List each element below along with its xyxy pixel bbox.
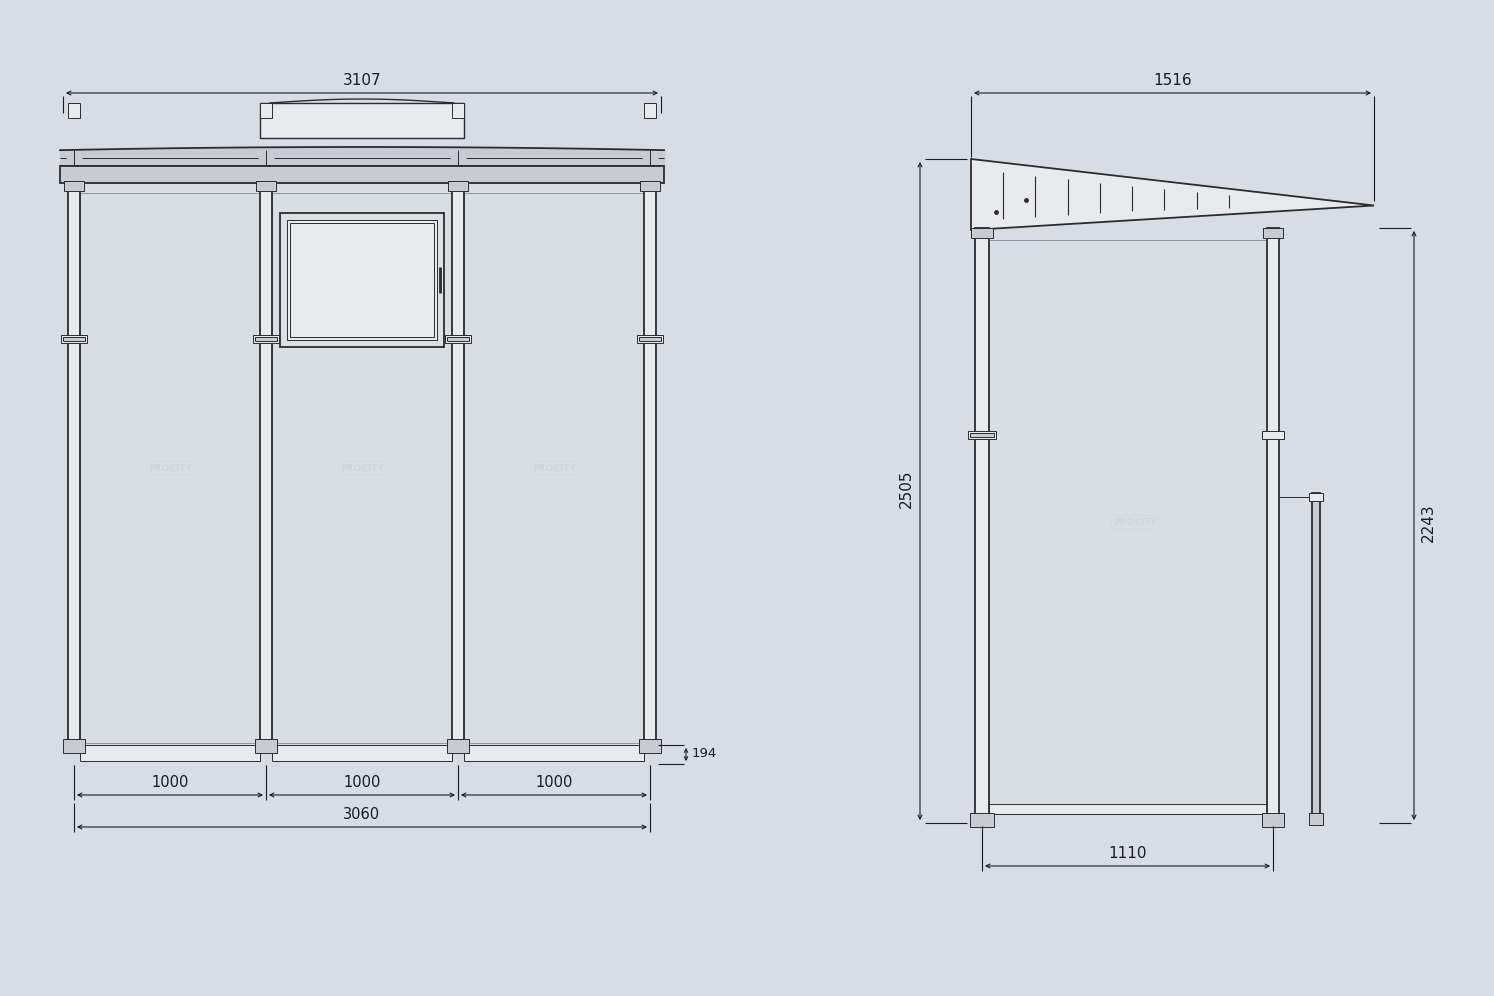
Bar	[1262, 430, 1283, 438]
Text: 1000: 1000	[151, 775, 188, 790]
Bar	[81, 193, 260, 743]
Bar	[290, 223, 433, 337]
Bar	[61, 335, 87, 343]
Text: 2505: 2505	[898, 469, 913, 508]
Bar	[639, 739, 660, 753]
Bar	[260, 181, 272, 745]
Bar	[453, 103, 465, 118]
Bar	[287, 220, 438, 340]
Bar	[63, 739, 85, 753]
Bar	[272, 745, 453, 761]
Text: PROCITY: PROCITY	[341, 463, 384, 472]
Bar	[639, 181, 660, 191]
Bar	[69, 181, 81, 745]
Bar	[272, 193, 453, 743]
Bar	[447, 739, 469, 753]
Bar	[260, 103, 272, 118]
Bar	[989, 804, 1267, 814]
Text: 1000: 1000	[535, 775, 572, 790]
Bar	[1309, 493, 1324, 501]
Bar	[970, 432, 994, 436]
Text: 1000: 1000	[344, 775, 381, 790]
Bar	[1309, 813, 1324, 825]
Bar	[81, 745, 260, 761]
Bar	[976, 228, 989, 818]
Bar	[453, 181, 465, 745]
Bar	[989, 240, 1267, 804]
Polygon shape	[971, 159, 1374, 230]
Bar	[971, 228, 994, 238]
Text: PROCITY: PROCITY	[148, 463, 191, 472]
Bar	[445, 335, 471, 343]
Bar	[1262, 813, 1283, 827]
Bar	[255, 739, 276, 753]
Bar	[279, 213, 444, 347]
Bar	[636, 335, 663, 343]
Bar	[64, 181, 84, 191]
Bar	[255, 181, 276, 191]
Bar	[1312, 493, 1321, 818]
Text: 194: 194	[692, 746, 717, 760]
Text: PROCITY: PROCITY	[532, 463, 577, 472]
Bar	[255, 337, 276, 341]
Bar	[260, 103, 465, 138]
Bar	[63, 337, 85, 341]
Bar	[465, 193, 644, 743]
Bar	[970, 813, 994, 827]
Text: 1110: 1110	[1109, 846, 1147, 861]
Bar	[465, 745, 644, 761]
Bar	[447, 337, 469, 341]
Bar	[252, 335, 279, 343]
Bar	[644, 103, 656, 118]
Text: PROCITY: PROCITY	[1113, 518, 1156, 527]
Text: 2243: 2243	[1421, 504, 1436, 542]
Bar	[60, 166, 663, 183]
Text: 3107: 3107	[342, 73, 381, 88]
Bar	[1267, 228, 1279, 818]
Bar	[968, 430, 996, 438]
Text: 3060: 3060	[344, 807, 381, 822]
Bar	[644, 181, 656, 745]
Bar	[69, 103, 81, 118]
Bar	[639, 337, 660, 341]
Bar	[448, 181, 468, 191]
Bar	[1262, 228, 1283, 238]
Text: 1516: 1516	[1153, 73, 1192, 88]
